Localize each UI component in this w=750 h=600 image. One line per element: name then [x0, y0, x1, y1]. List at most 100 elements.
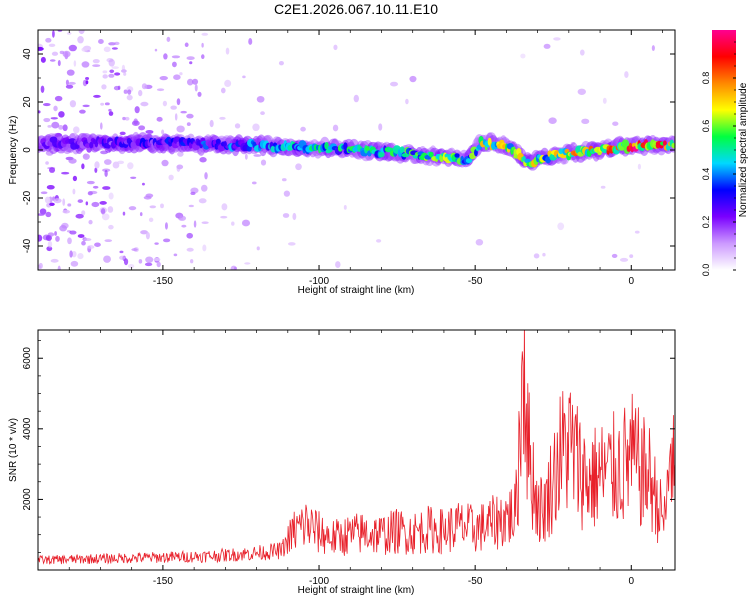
noise-speckle: [88, 219, 93, 225]
colorbar-tick-label: 0.0: [701, 264, 711, 277]
noise-speckle: [81, 163, 85, 170]
noise-speckle: [199, 157, 207, 163]
noise-speckle: [629, 254, 634, 259]
x-tick-label: -150: [153, 576, 173, 587]
noise-speckle: [282, 213, 290, 218]
noise-speckle: [40, 191, 48, 195]
noise-speckle: [92, 64, 101, 68]
noise-speckle: [52, 30, 55, 38]
y-tick-label: 20: [22, 96, 33, 108]
noise-speckle: [159, 76, 168, 81]
colorbar-tick-label: 0.2: [701, 216, 711, 229]
noise-speckle: [176, 164, 181, 172]
noise-speckle: [55, 235, 60, 242]
noise-speckle: [134, 106, 140, 114]
noise-speckle: [47, 232, 55, 237]
noise-speckle: [177, 151, 184, 157]
noise-speckle: [48, 167, 56, 173]
noise-speckle: [127, 263, 135, 269]
noise-speckle: [295, 163, 302, 171]
noise-speckle: [127, 89, 132, 95]
noise-speckle: [78, 30, 85, 35]
noise-speckle: [93, 94, 101, 98]
ridge-core-cell: [401, 152, 410, 158]
noise-speckle: [161, 129, 165, 135]
ridge-core-cell: [324, 141, 329, 150]
noise-speckle: [611, 253, 618, 258]
noise-speckle: [405, 98, 409, 105]
noise-speckle: [103, 46, 111, 53]
noise-speckle: [612, 121, 619, 126]
snr-axis-ticks: -150 -100 -50 0 2000 4000 6000: [22, 330, 675, 587]
noise-speckle: [68, 81, 76, 85]
noise-speckle: [332, 124, 339, 132]
noise-speckle: [111, 66, 120, 70]
noise-speckle: [99, 201, 107, 205]
noise-speckle: [108, 224, 114, 230]
ridge-core-cell: [524, 158, 531, 164]
noise-speckle: [40, 85, 45, 93]
noise-speckle: [184, 42, 189, 47]
noise-speckle: [49, 202, 55, 206]
noise-speckle: [180, 110, 187, 114]
noise-speckle: [92, 59, 100, 64]
noise-speckle: [51, 121, 60, 129]
noise-speckle: [108, 73, 115, 78]
noise-speckle: [126, 94, 133, 101]
noise-speckle: [68, 158, 77, 164]
noise-speckle: [104, 102, 110, 106]
noise-speckle: [47, 240, 53, 248]
noise-speckle: [154, 48, 158, 52]
noise-speckle: [548, 117, 557, 125]
ridge-core-cell: [671, 142, 675, 149]
snr-series-line: [38, 330, 675, 565]
noise-speckle: [244, 153, 248, 160]
noise-speckle: [94, 242, 101, 247]
noise-speckle: [244, 262, 251, 265]
noise-speckle: [58, 111, 65, 118]
noise-speckle: [634, 230, 640, 234]
colorbar-tick-label: 0.8: [701, 72, 711, 85]
noise-speckle: [186, 122, 191, 127]
noise-speckle: [71, 250, 77, 258]
noise-speckle: [75, 213, 84, 219]
noise-speckle: [171, 55, 181, 59]
noise-speckle: [85, 201, 89, 206]
noise-speckle: [252, 123, 260, 132]
y-tick-label: 6000: [22, 347, 33, 370]
y-tick-label: 0: [22, 147, 33, 153]
noise-speckle: [543, 43, 551, 49]
colorbar-tick-label: 0.6: [701, 120, 711, 133]
noise-speckle: [160, 203, 164, 209]
noise-speckle: [104, 169, 108, 177]
noise-speckle: [119, 255, 126, 260]
noise-speckle: [138, 125, 146, 131]
noise-speckle: [57, 265, 61, 270]
ridge-core-cell: [662, 140, 667, 146]
noise-speckle: [231, 221, 235, 226]
noise-speckle: [343, 204, 347, 210]
noise-speckle: [83, 238, 92, 242]
noise-speckle: [163, 238, 171, 243]
noise-speckle: [100, 208, 106, 215]
noise-speckle: [108, 59, 115, 67]
noise-speckle: [72, 175, 78, 182]
noise-speckle: [53, 198, 62, 204]
noise-speckle: [168, 174, 174, 181]
noise-speckle: [174, 113, 178, 121]
noise-speckle: [103, 159, 112, 165]
noise-speckle: [164, 222, 168, 230]
noise-speckle: [141, 83, 148, 90]
noise-speckle: [40, 56, 46, 63]
noise-speckle: [119, 131, 126, 136]
ridge-core-cell: [454, 153, 460, 158]
noise-speckle: [102, 70, 108, 74]
noise-speckle: [81, 210, 86, 216]
noise-speckle: [70, 260, 79, 267]
noise-speckle: [85, 80, 89, 85]
noise-speckle: [553, 37, 561, 41]
noise-speckle: [376, 239, 382, 243]
noise-speckle: [77, 199, 84, 203]
noise-speckle: [82, 104, 90, 108]
noise-speckle: [48, 43, 56, 47]
